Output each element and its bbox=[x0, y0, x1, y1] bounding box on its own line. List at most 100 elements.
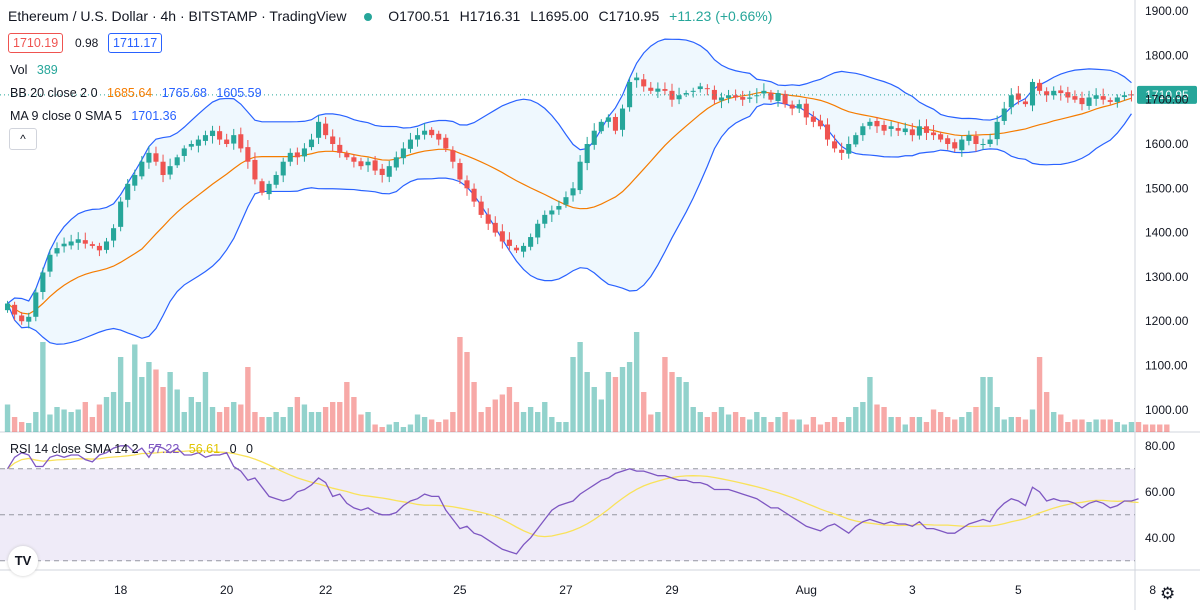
candle-body bbox=[400, 148, 406, 159]
candle-body bbox=[973, 136, 979, 144]
volume-bar bbox=[1043, 392, 1050, 432]
time-tick-label: 20 bbox=[220, 583, 234, 597]
volume-bar bbox=[174, 389, 180, 432]
candle-body bbox=[323, 123, 329, 136]
candle-body bbox=[761, 90, 767, 94]
volume-bar bbox=[400, 427, 407, 432]
volume-bar bbox=[535, 412, 541, 432]
price-tick-label: 1200.00 bbox=[1145, 314, 1189, 328]
candle-body bbox=[4, 303, 11, 311]
candle-body bbox=[118, 201, 124, 227]
candle-body bbox=[605, 117, 611, 122]
candle-body bbox=[521, 245, 527, 252]
bb-lower-line bbox=[6, 101, 1132, 345]
volume-bar bbox=[506, 387, 513, 432]
volume-bar bbox=[952, 419, 958, 432]
volume-bar bbox=[704, 417, 711, 432]
candle-body bbox=[627, 81, 633, 108]
candle-body bbox=[273, 175, 279, 185]
candle-body bbox=[181, 148, 187, 156]
candle-body bbox=[563, 197, 569, 205]
volume-bar bbox=[1128, 422, 1135, 432]
volume-bar bbox=[450, 412, 456, 432]
volume-bar bbox=[75, 409, 81, 432]
candle-body bbox=[690, 90, 696, 92]
volume-bar bbox=[216, 412, 223, 432]
candle-body bbox=[209, 130, 216, 137]
volume-bar bbox=[817, 424, 824, 432]
candle-body bbox=[111, 228, 117, 241]
candle-body bbox=[1079, 97, 1085, 105]
volume-bar bbox=[591, 387, 597, 432]
volume-bar bbox=[683, 382, 689, 432]
candle-body bbox=[19, 315, 25, 322]
candle-body bbox=[634, 77, 640, 81]
candle-body bbox=[1121, 95, 1127, 98]
volume-bar bbox=[365, 412, 371, 432]
volume-bar bbox=[308, 412, 315, 432]
volume-bar bbox=[556, 422, 562, 432]
volume-legend[interactable]: Vol 389 bbox=[10, 63, 58, 77]
volume-bar bbox=[513, 402, 520, 432]
candle-body bbox=[895, 128, 901, 131]
candle-body bbox=[337, 144, 343, 153]
candle-body bbox=[471, 188, 477, 202]
candle-body bbox=[103, 241, 110, 250]
chevron-up-icon[interactable]: ^ bbox=[9, 128, 37, 150]
ma-legend[interactable]: MA 9 close 0 SMA 5 1701.36 bbox=[10, 109, 177, 123]
candle-body bbox=[747, 97, 753, 99]
candle-body bbox=[909, 129, 915, 136]
sell-price-button[interactable]: 1710.19 bbox=[8, 33, 64, 53]
candle-body bbox=[1128, 94, 1135, 96]
volume-bar bbox=[923, 422, 930, 432]
time-tick-label: 25 bbox=[453, 583, 467, 597]
candle-body bbox=[443, 137, 449, 149]
bb-legend[interactable]: BB 20 close 2 0 1685.64 1765.68 1605.59 bbox=[10, 86, 262, 100]
volume-bar bbox=[146, 362, 152, 432]
candle-body bbox=[1086, 97, 1092, 106]
volume-bar bbox=[358, 414, 364, 432]
volume-bar bbox=[648, 414, 654, 432]
rsi-legend[interactable]: RSI 14 close SMA 14 2 57.22 56.61 0 0 bbox=[10, 442, 253, 456]
volume-bar bbox=[881, 407, 887, 432]
price-tick-label: 1800.00 bbox=[1145, 48, 1189, 62]
price-tick-label: 1600.00 bbox=[1145, 137, 1189, 151]
volume-bar bbox=[393, 422, 400, 432]
volume-bar bbox=[322, 407, 329, 432]
volume-bar bbox=[944, 417, 951, 432]
buy-price-button[interactable]: 1711.17 bbox=[108, 33, 163, 53]
volume-bar bbox=[655, 412, 661, 432]
gear-icon[interactable]: ⚙ bbox=[1160, 584, 1176, 603]
candle-body bbox=[195, 139, 201, 146]
volume-bar bbox=[1086, 422, 1092, 432]
volume-bar bbox=[301, 404, 308, 432]
volume-bar bbox=[188, 397, 195, 432]
candle-body bbox=[676, 95, 682, 100]
candle-body bbox=[231, 135, 237, 144]
tradingview-logo[interactable]: TV bbox=[8, 546, 38, 576]
volume-bar bbox=[160, 387, 166, 432]
volume-bar bbox=[987, 377, 993, 432]
chart-title: Ethereum / U.S. Dollar · 4h · BITSTAMP ·… bbox=[8, 8, 772, 24]
volume-bar bbox=[54, 407, 60, 432]
volume-bar bbox=[103, 397, 110, 432]
candle-body bbox=[697, 86, 703, 90]
volume-bar bbox=[732, 412, 739, 432]
candle-body bbox=[47, 254, 53, 272]
candle-body bbox=[1107, 100, 1113, 102]
volume-bar bbox=[527, 407, 534, 432]
price-tick-label: 1100.00 bbox=[1145, 359, 1188, 373]
time-tick-label: 29 bbox=[665, 583, 679, 597]
candle-body bbox=[422, 130, 428, 135]
candle-body bbox=[846, 144, 852, 154]
candle-body bbox=[125, 183, 131, 200]
candle-body bbox=[570, 188, 576, 196]
candle-body bbox=[966, 135, 972, 141]
candle-body bbox=[987, 139, 993, 144]
volume-bar bbox=[860, 402, 866, 432]
volume-bar bbox=[775, 417, 781, 432]
candle-body bbox=[365, 161, 371, 166]
volume-bar bbox=[1029, 409, 1036, 432]
volume-bar bbox=[902, 424, 908, 432]
